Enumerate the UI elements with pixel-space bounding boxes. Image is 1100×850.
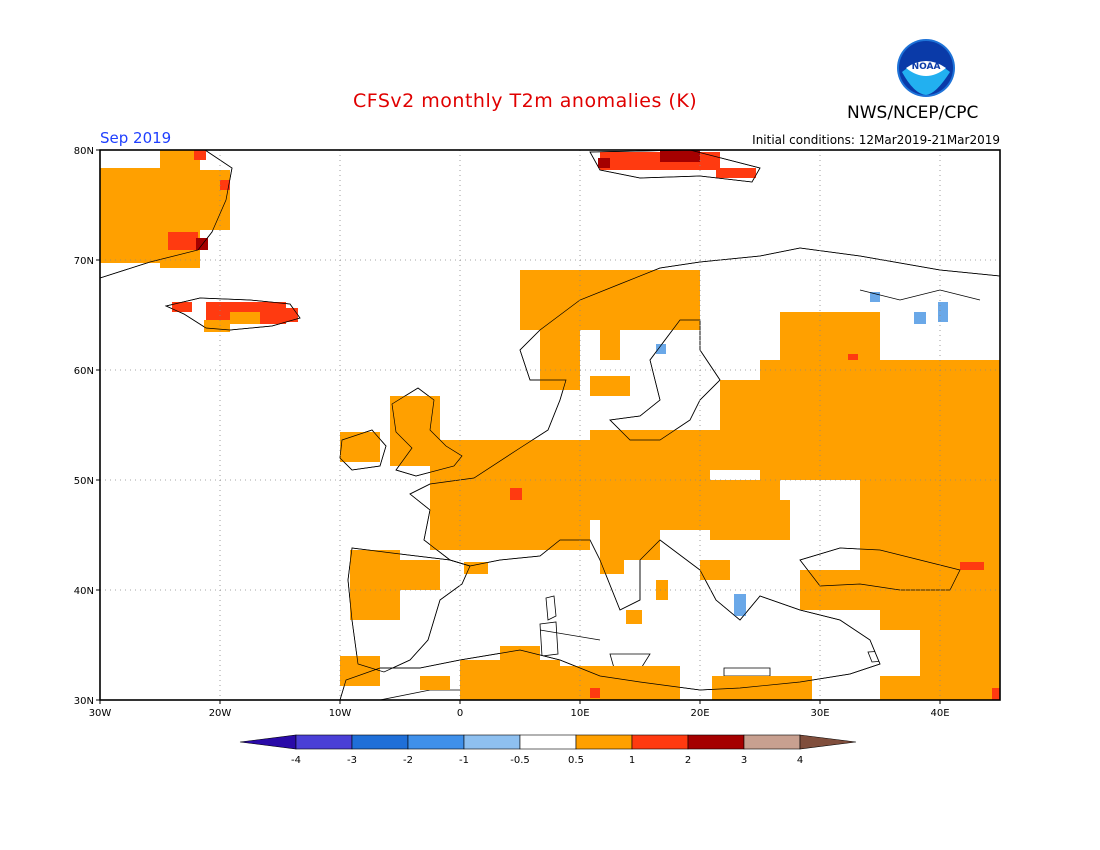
anomaly-cell <box>710 500 790 540</box>
colorbar-label: 4 <box>797 755 803 766</box>
colorbar-label: -2 <box>403 755 413 766</box>
colorbar-segment <box>295 734 353 750</box>
anomaly-cell <box>168 232 198 250</box>
colorbar <box>239 734 857 750</box>
colorbar-segment <box>575 734 633 750</box>
lon-tick-label: 20E <box>690 708 709 719</box>
colorbar-max-arrow <box>799 734 857 750</box>
longitude-labels: 30W 20W 10W 0 10E 20E 30E 40E <box>89 708 950 719</box>
anomaly-cell <box>780 312 880 362</box>
noaa-logo: NOAA <box>897 39 955 97</box>
anomaly-cell <box>600 330 620 360</box>
lon-tick-label: 10E <box>570 708 589 719</box>
colorbar-label: 3 <box>741 755 747 766</box>
colorbar-label: -0.5 <box>510 755 530 766</box>
anomaly-cell <box>100 168 160 263</box>
colorbar-min-arrow <box>239 734 297 750</box>
anomaly-cell <box>500 646 540 666</box>
anomaly-cell <box>880 676 940 700</box>
colorbar-segment <box>519 734 577 750</box>
colorbar-label: 0.5 <box>568 755 584 766</box>
colorbar-label: -1 <box>459 755 469 766</box>
anomaly-cell <box>938 302 948 322</box>
anomaly-cell <box>656 580 668 600</box>
anomaly-cell <box>656 344 666 354</box>
anomaly-cell <box>848 354 858 364</box>
crete <box>723 667 771 677</box>
anomaly-cell <box>510 488 522 500</box>
map-area <box>100 150 1000 700</box>
agency-label: NWS/NCEP/CPC <box>847 103 979 123</box>
corsica <box>545 595 557 621</box>
colorbar-segment <box>743 734 801 750</box>
lat-tick-label: 40N <box>74 586 94 597</box>
lat-tick-label: 70N <box>74 256 94 267</box>
logo-text: NOAA <box>912 62 941 72</box>
anomaly-cell <box>204 320 230 332</box>
anomaly-cell <box>460 660 560 700</box>
anomaly-cell <box>464 562 488 574</box>
anomaly-cell <box>350 550 400 620</box>
colorbar-label: 1 <box>629 755 635 766</box>
anomaly-cell <box>590 688 600 698</box>
anomaly-cell <box>560 666 680 700</box>
anomaly-cell <box>400 560 440 590</box>
colorbar-segment <box>631 734 689 750</box>
colorbar-label: -4 <box>291 755 301 766</box>
lat-tick-label: 30N <box>74 696 94 707</box>
lon-tick-label: 0 <box>457 708 463 719</box>
anomaly-cell <box>340 432 380 462</box>
lat-tick-label: 50N <box>74 476 94 487</box>
sardinia <box>539 621 559 657</box>
colorbar-label: -3 <box>347 755 357 766</box>
lon-tick-label: 30W <box>89 708 112 719</box>
anomaly-cell <box>160 150 200 268</box>
anomaly-cell <box>340 656 380 686</box>
colorbar-segment <box>407 734 465 750</box>
coastlines <box>100 150 1000 700</box>
anomaly-cell <box>172 302 192 312</box>
anomaly-cell <box>700 560 730 580</box>
colorbar-labels: -4 -3 -2 -1 -0.5 0.5 1 2 3 4 <box>291 755 803 766</box>
anomaly-cell <box>716 168 756 178</box>
anomaly-cell <box>286 308 298 322</box>
anomaly-cell <box>540 330 580 390</box>
anomaly-cell <box>420 676 450 690</box>
map-frame <box>99 149 1001 701</box>
anomaly-cell <box>194 150 206 160</box>
anomaly-cell <box>914 312 926 324</box>
lat-tick-label: 60N <box>74 366 94 377</box>
lat-tick-label: 80N <box>74 146 94 157</box>
colorbar-segment <box>351 734 409 750</box>
anomaly-cell <box>600 520 660 560</box>
anomaly-cell <box>230 312 260 324</box>
anomaly-cell <box>700 430 780 470</box>
lon-tick-label: 10W <box>329 708 352 719</box>
colorbar-label: 2 <box>685 755 691 766</box>
anomaly-cell <box>590 376 630 396</box>
anomaly-cell <box>520 270 700 330</box>
anomaly-cell <box>200 170 230 230</box>
anomaly-cell <box>626 610 642 624</box>
latitude-labels: 80N 70N 60N 50N 40N 30N <box>74 146 94 707</box>
anomaly-cell <box>760 360 1000 480</box>
anomaly-cell <box>600 560 624 574</box>
anomaly-cell <box>712 676 812 700</box>
lon-tick-label: 20W <box>209 708 232 719</box>
graticule <box>100 150 1000 700</box>
anomaly-cell <box>870 292 880 302</box>
anomaly-cell <box>660 150 700 162</box>
anomaly-cell <box>992 688 1000 700</box>
initial-conditions-label: Initial conditions: 12Mar2019-21Mar2019 <box>752 133 1000 147</box>
anomaly-cell <box>598 158 610 168</box>
anomaly-cell <box>220 180 230 190</box>
colorbar-segment <box>687 734 745 750</box>
valid-month-label: Sep 2019 <box>100 129 172 147</box>
lon-tick-label: 30E <box>810 708 829 719</box>
map-title: CFSv2 monthly T2m anomalies (K) <box>353 90 698 112</box>
colorbar-segment <box>463 734 521 750</box>
lon-tick-label: 40E <box>930 708 949 719</box>
anomaly-cell <box>734 594 746 616</box>
